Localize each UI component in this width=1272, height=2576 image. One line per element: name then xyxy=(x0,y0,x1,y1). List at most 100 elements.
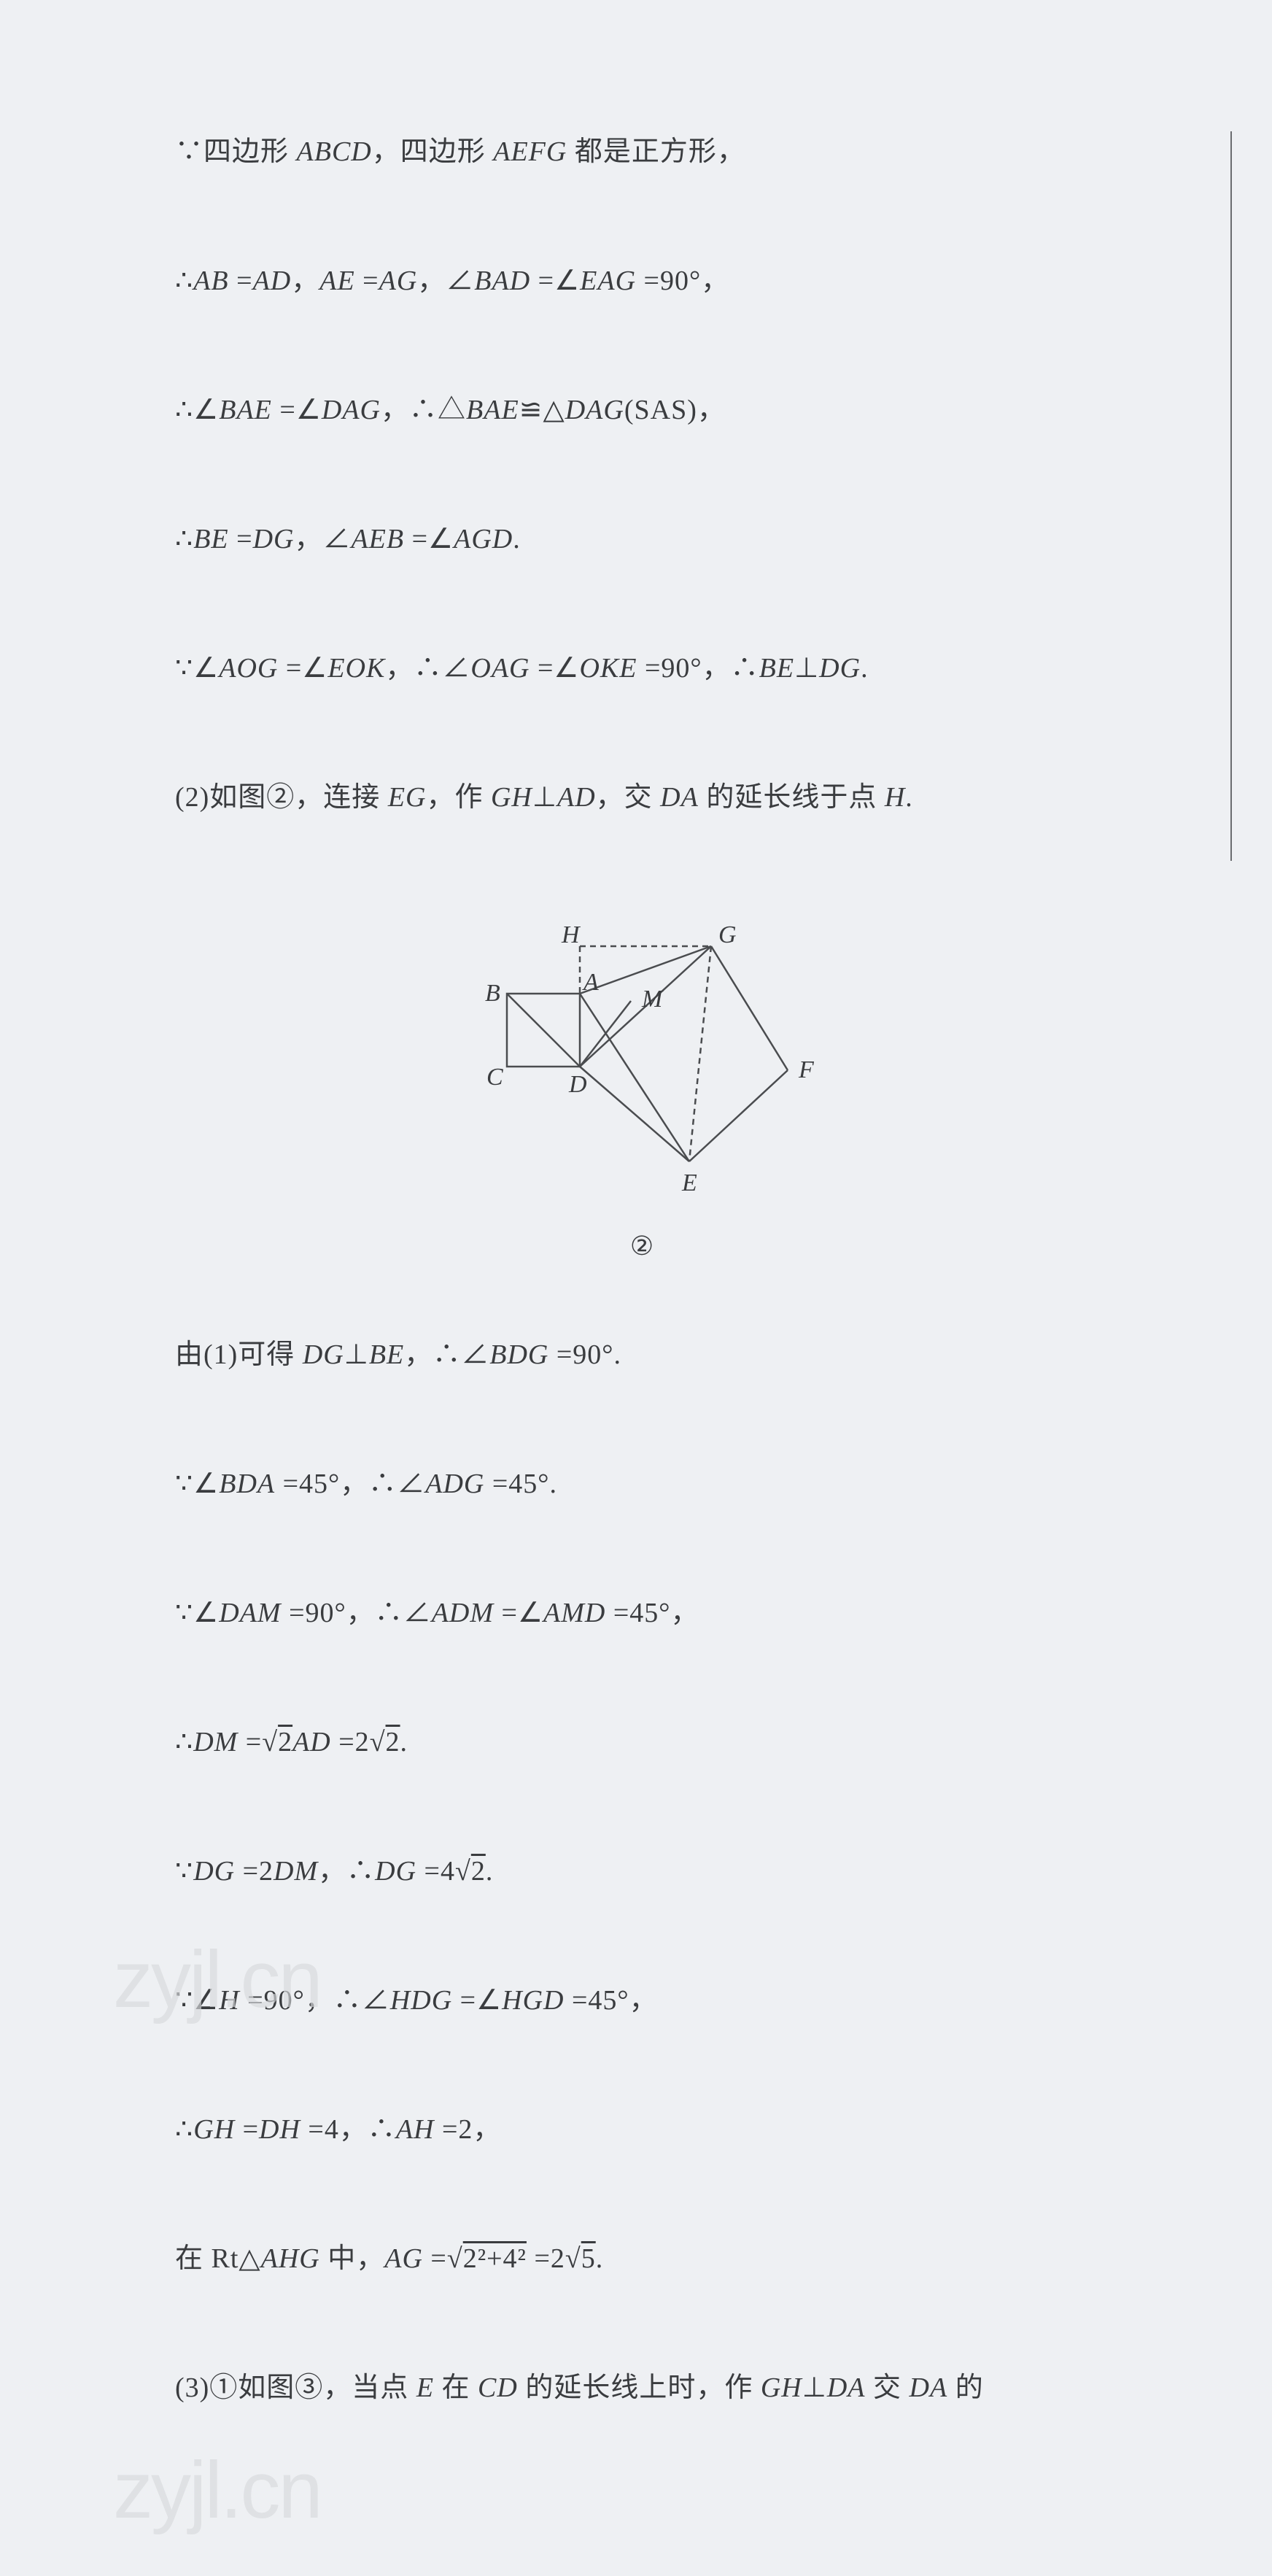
text: . xyxy=(486,1856,494,1887)
text: =2 xyxy=(331,1727,370,1757)
sqrt: √ xyxy=(565,2243,581,2274)
text: 的 xyxy=(947,2372,984,2403)
var: AG xyxy=(384,2243,423,2274)
text: ∴ xyxy=(175,1727,193,1757)
diagram-svg: H G B A M C D F E xyxy=(441,906,842,1198)
text: 交 xyxy=(866,2372,910,2403)
text: ∴ xyxy=(175,2114,193,2145)
text: =90°，∴∠ xyxy=(282,1598,432,1628)
proof-line-7: 由(1)可得 DG⊥BE，∴∠BDG =90°. xyxy=(175,1334,1109,1376)
var: HGD xyxy=(502,1985,564,2016)
text: = xyxy=(238,1727,262,1757)
text: =∠ xyxy=(530,266,580,296)
var: EOK xyxy=(327,653,385,684)
text: (SAS)， xyxy=(624,395,726,425)
var: AD xyxy=(557,782,596,813)
text: =90°， xyxy=(636,266,729,296)
text: ⊥ xyxy=(802,2372,827,2403)
var: AEFG xyxy=(493,136,567,167)
text: =∠ xyxy=(530,653,579,684)
var: DG xyxy=(375,1856,416,1887)
text: ∴∠ xyxy=(175,395,219,425)
var: GH xyxy=(491,782,532,813)
var: DA xyxy=(660,782,699,813)
proof-line-11: ∵DG =2DM，∴DG =4√2. xyxy=(175,1851,1109,1892)
label-h: H xyxy=(561,921,581,948)
radicand: 5 xyxy=(581,2243,596,2274)
text: = xyxy=(235,2114,259,2145)
var: DG xyxy=(819,653,861,684)
proof-line-5: ∵∠AOG =∠EOK，∴∠OAG =∠OKE =90°，∴BE⊥DG. xyxy=(175,648,1109,689)
var: DA xyxy=(910,2372,948,2403)
text: ，交 xyxy=(596,782,661,813)
text: . xyxy=(400,1727,408,1757)
text: ，四边形 xyxy=(372,136,494,167)
text: = xyxy=(355,266,379,296)
label-m: M xyxy=(641,986,664,1013)
text: =∠ xyxy=(452,1985,502,2016)
text: ，∴ xyxy=(318,1856,375,1887)
var: DG xyxy=(193,1856,235,1887)
text: . xyxy=(861,653,869,684)
var: AG xyxy=(379,266,418,296)
var: BE xyxy=(193,524,228,554)
document-page: ∵四边形 ABCD，四边形 AEFG 都是正方形， ∴AB =AD，AE =AG… xyxy=(0,0,1272,2569)
var: DG xyxy=(303,1339,344,1370)
geometry-diagram: H G B A M C D F E ② xyxy=(175,906,1109,1261)
var: BE xyxy=(759,653,794,684)
text: . xyxy=(905,782,913,813)
proof-line-14: 在 Rt△AHG 中，AG =√2²+4² =2√5. xyxy=(175,2238,1109,2280)
text: . xyxy=(596,2243,604,2274)
var: EAG xyxy=(580,266,636,296)
proof-line-1: ∵四边形 ABCD，四边形 AEFG 都是正方形， xyxy=(175,131,1109,173)
text: =45°， xyxy=(605,1598,699,1628)
var: AEB xyxy=(351,524,404,554)
text: ⊥ xyxy=(532,782,557,813)
text: =4，∴ xyxy=(300,2114,396,2145)
label-g: G xyxy=(718,921,737,948)
text: =45°，∴∠ xyxy=(275,1469,425,1499)
label-a: A xyxy=(582,969,599,996)
label-e: E xyxy=(681,1169,697,1196)
text: ∵四边形 xyxy=(175,136,297,167)
var: AOG xyxy=(219,653,278,684)
text: ⊥ xyxy=(794,653,819,684)
label-f: F xyxy=(798,1056,815,1083)
label-b: B xyxy=(485,980,500,1007)
var: BE xyxy=(369,1339,404,1370)
watermark-2: zyjl.cn xyxy=(113,2444,321,2537)
var: AMD xyxy=(543,1598,605,1628)
var: ADM xyxy=(432,1598,494,1628)
text: 的延长线于点 xyxy=(699,782,885,813)
sqrt: √ xyxy=(455,1856,471,1887)
var: BDA xyxy=(219,1469,275,1499)
var: DH xyxy=(259,2114,300,2145)
text: 在 xyxy=(434,2372,478,2403)
proof-line-15: (3)①如图③，当点 E 在 CD 的延长线上时，作 GH⊥DA 交 DA 的 xyxy=(175,2367,1109,2409)
text: = xyxy=(229,524,253,554)
vertical-divider xyxy=(1230,131,1232,861)
var: OKE xyxy=(579,653,637,684)
var: AD xyxy=(253,266,292,296)
text: (3)①如图③，当点 xyxy=(175,2372,416,2403)
sqrt: √ xyxy=(447,2243,463,2274)
text: ∴ xyxy=(175,266,193,296)
label-c: C xyxy=(486,1064,503,1091)
var: AD xyxy=(292,1727,331,1757)
text: =4 xyxy=(416,1856,455,1887)
proof-line-4: ∴BE =DG，∠AEB =∠AGD. xyxy=(175,519,1109,560)
var: GH xyxy=(193,2114,235,2145)
text: =90°. xyxy=(548,1339,621,1370)
var: DAG xyxy=(565,395,624,425)
var: BAD xyxy=(474,266,530,296)
proof-line-13: ∴GH =DH =4，∴AH =2， xyxy=(175,2109,1109,2151)
text: = xyxy=(423,2243,447,2274)
text: ∴ xyxy=(175,524,193,554)
text: ，作 xyxy=(426,782,491,813)
text: . xyxy=(513,524,521,554)
text: =∠ xyxy=(278,653,327,684)
var: DM xyxy=(274,1856,318,1887)
text: ∵∠ xyxy=(175,1469,219,1499)
var: BAE xyxy=(466,395,519,425)
var: GH xyxy=(761,2372,802,2403)
